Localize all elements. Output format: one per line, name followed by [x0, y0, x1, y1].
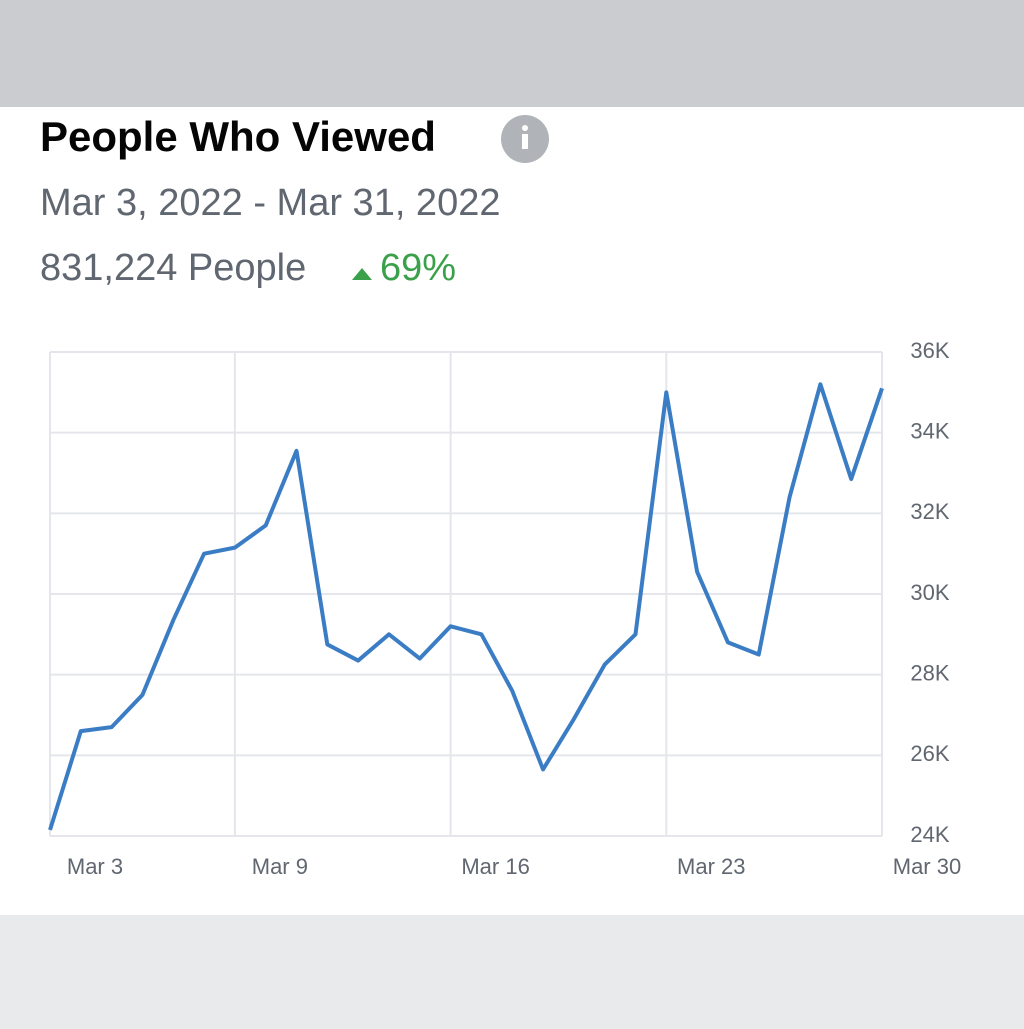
y-tick-label: 24K	[910, 822, 949, 847]
line	[48, 382, 884, 831]
chart-title: People Who Viewed	[40, 113, 436, 160]
y-tick-label: 36K	[910, 338, 949, 363]
up-arrow	[352, 268, 372, 280]
x-tick-label: Mar 9	[252, 854, 308, 879]
x-tick-label: Mar 16	[461, 854, 529, 879]
info-dot	[522, 125, 528, 131]
info-bar	[522, 134, 528, 149]
change: 69%	[380, 247, 456, 289]
x-tick-label: Mar 3	[67, 854, 123, 879]
y-tick-label: 26K	[910, 741, 949, 766]
y-tick-label: 28K	[910, 660, 949, 685]
y-tick-label: 32K	[910, 499, 949, 524]
y-tick-label: 34K	[910, 418, 949, 443]
top-bar	[0, 0, 1024, 107]
summary: 831,224 People	[40, 247, 306, 289]
y-tick-label: 30K	[910, 580, 949, 605]
x-tick-label: Mar 30	[893, 854, 961, 879]
info-icon[interactable]	[501, 115, 549, 163]
date-range: Mar 3, 2022 - Mar 31, 2022	[40, 182, 500, 224]
card	[0, 107, 1024, 915]
x-tick-label: Mar 23	[677, 854, 745, 879]
